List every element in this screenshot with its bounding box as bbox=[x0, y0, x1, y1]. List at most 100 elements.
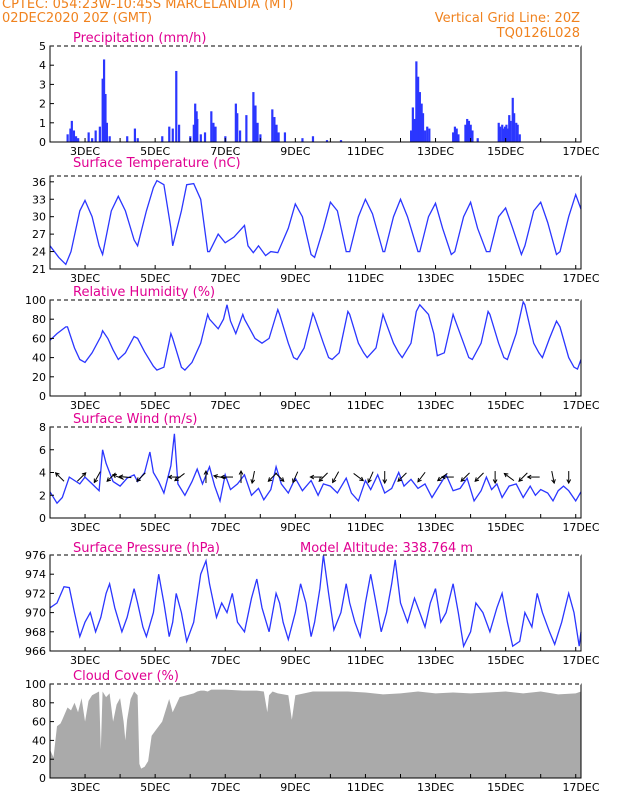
x-tick-label-17dec: 17DEC bbox=[562, 781, 599, 794]
precip-bar bbox=[453, 126, 457, 142]
wind-arrow-head bbox=[397, 477, 403, 482]
precip-bar bbox=[136, 138, 139, 142]
precip-bar bbox=[506, 128, 509, 142]
wind-arrow-head bbox=[174, 476, 179, 482]
precip-bar bbox=[466, 118, 469, 142]
precip-bar bbox=[464, 124, 467, 142]
precip-bar bbox=[77, 138, 80, 142]
wind-arrow-head bbox=[250, 479, 256, 485]
y-tick-label: 0 bbox=[39, 772, 46, 785]
wind-arrow bbox=[174, 473, 185, 482]
y-tick-label: 3 bbox=[39, 78, 46, 91]
grid-line-note: Vertical Grid Line: 20Z bbox=[434, 11, 580, 26]
precip-bar bbox=[238, 130, 242, 142]
wind-arrow-head bbox=[203, 470, 209, 475]
wind-arrow bbox=[332, 471, 340, 483]
wind-arrow bbox=[551, 470, 555, 484]
x-tick-label-17dec: 17DEC bbox=[562, 521, 599, 534]
wind-arrow-head bbox=[54, 472, 60, 477]
y-tick-label: 0 bbox=[39, 136, 46, 149]
precip-bar bbox=[426, 126, 429, 142]
precip-bar bbox=[499, 126, 502, 142]
panel-title: Precipitation (mm/h) bbox=[73, 31, 206, 46]
precip-bar bbox=[503, 126, 507, 142]
wind-arrow bbox=[251, 470, 255, 484]
panel-frame bbox=[49, 554, 582, 652]
wind-arrow bbox=[93, 471, 101, 483]
x-tick-label-9dec: 9DEC bbox=[280, 145, 310, 158]
x-tick-label-11dec: 11DEC bbox=[347, 145, 384, 158]
y-tick-label: 30 bbox=[32, 211, 46, 224]
wind-arrow-head bbox=[212, 474, 218, 479]
x-tick-label-7dec: 7DEC bbox=[210, 399, 240, 412]
precip-bar bbox=[452, 132, 455, 142]
precip-bar bbox=[505, 124, 508, 142]
wind-arrow-head bbox=[93, 478, 98, 484]
x-tick-label-5dec: 5DEC bbox=[140, 521, 170, 534]
x-tick-label-15dec: 15DEC bbox=[487, 399, 524, 412]
precip-bar bbox=[175, 70, 178, 142]
precip-bar bbox=[105, 122, 108, 142]
y-tick-label: 966 bbox=[25, 645, 46, 658]
precip-bar bbox=[421, 113, 425, 142]
y-tick-label: 5 bbox=[39, 40, 46, 53]
x-tick-label-3dec: 3DEC bbox=[70, 521, 100, 534]
series-line-4 bbox=[49, 433, 582, 505]
precip-bar bbox=[515, 122, 518, 142]
wind-arrow-head bbox=[81, 472, 87, 477]
precip-bar bbox=[101, 78, 104, 142]
precip-bar bbox=[471, 130, 474, 142]
y-tick-label: 4 bbox=[39, 467, 46, 480]
x-tick-label-5dec: 5DEC bbox=[140, 654, 170, 667]
y-tick-label: 968 bbox=[25, 626, 46, 639]
wind-arrow bbox=[275, 472, 285, 482]
precip-bar bbox=[301, 138, 304, 142]
precip-bar bbox=[126, 136, 129, 142]
precip-bar bbox=[518, 134, 521, 142]
wind-arrow-head bbox=[106, 477, 112, 482]
wind-arrow-head bbox=[309, 474, 315, 480]
x-tick-label-13dec: 13DEC bbox=[417, 654, 454, 667]
precip-bar bbox=[283, 132, 287, 142]
y-tick-label: 60 bbox=[32, 716, 46, 729]
precip-bar bbox=[210, 111, 213, 142]
y-tick-label: 974 bbox=[25, 568, 46, 581]
wind-arrow-head bbox=[492, 479, 498, 485]
y-tick-label: 40 bbox=[32, 734, 46, 747]
precip-bar bbox=[171, 128, 174, 142]
wind-arrow-head bbox=[267, 477, 273, 482]
precip-bar bbox=[236, 113, 239, 142]
wind-arrow-head bbox=[167, 474, 173, 480]
precip-bar bbox=[467, 120, 471, 142]
wind-arrow-head bbox=[566, 479, 572, 485]
wind-arrow-head bbox=[474, 477, 480, 482]
precip-bar bbox=[417, 76, 420, 142]
precip-bar bbox=[418, 92, 421, 142]
x-tick-label-9dec: 9DEC bbox=[280, 654, 310, 667]
wind-arrow bbox=[474, 472, 484, 482]
wind-arrow-head bbox=[318, 477, 324, 482]
wind-arrow bbox=[136, 472, 146, 482]
wind-arrow-head bbox=[440, 474, 446, 480]
precip-bar bbox=[411, 107, 414, 142]
precip-bar bbox=[203, 132, 207, 142]
model-altitude-label: Model Altitude: 338.764 m bbox=[300, 541, 473, 556]
y-tick-label: 6 bbox=[39, 444, 46, 457]
wind-arrow bbox=[268, 472, 278, 482]
precip-bar bbox=[455, 128, 458, 142]
y-tick-label: 80 bbox=[32, 313, 46, 326]
series-line-3 bbox=[49, 300, 582, 371]
precip-bar bbox=[273, 117, 276, 142]
wind-arrow-head bbox=[382, 479, 388, 485]
precip-bar bbox=[509, 120, 512, 142]
x-tick-label-11dec: 11DEC bbox=[347, 781, 384, 794]
y-tick-label: 0 bbox=[39, 390, 46, 403]
y-tick-label: 8 bbox=[39, 421, 46, 434]
precip-bar bbox=[74, 136, 78, 142]
wind-arrow bbox=[119, 475, 132, 479]
precip-bar bbox=[177, 124, 181, 142]
y-tick-label: 2 bbox=[39, 489, 46, 502]
y-tick-label: 2 bbox=[39, 98, 46, 111]
x-tick-label-7dec: 7DEC bbox=[210, 654, 240, 667]
x-tick-label-17dec: 17DEC bbox=[562, 654, 599, 667]
